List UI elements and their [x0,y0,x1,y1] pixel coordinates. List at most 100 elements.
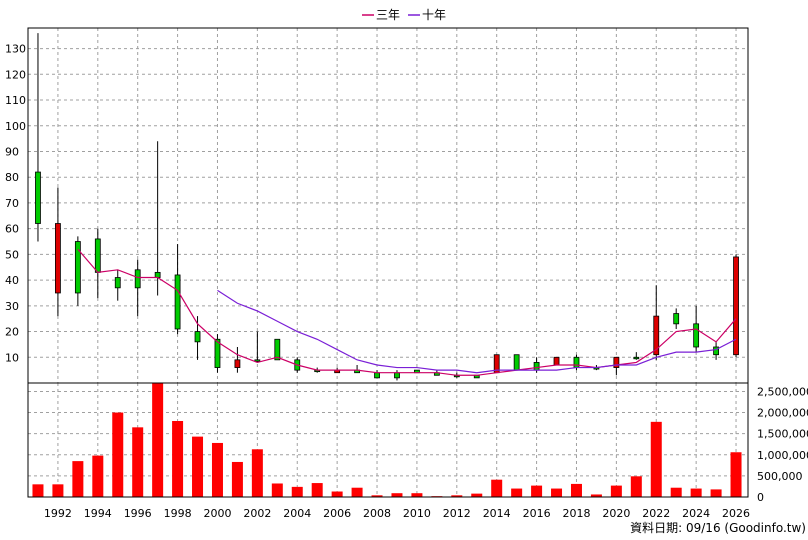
candle [234,346,241,373]
candle-body [114,277,121,289]
candle-body [394,372,400,379]
x-tick-label: 2014 [483,507,511,520]
price-tick-label: 20 [5,326,19,339]
x-tick-label: 2024 [682,507,710,520]
volume-bar [132,427,144,497]
volume-bar [211,442,223,497]
volume-bar [52,484,64,497]
volume-tick-label: 2,000,000 [757,407,808,420]
candle [354,364,360,374]
candle-body [653,315,660,356]
volume-bar [531,485,543,497]
x-tick-label: 2012 [443,507,471,520]
candle-body [533,362,540,371]
candle-body [633,356,640,360]
x-tick-label: 2004 [283,507,311,520]
candle [55,187,61,317]
volume-bar [690,488,702,497]
candle-body [55,223,61,294]
candle-body [174,274,181,330]
x-tick-label: 2002 [243,507,271,520]
ma-line-10y [217,289,737,374]
ma-line-3y [77,248,737,376]
volume-bar [371,495,383,497]
volume-bar [152,383,164,497]
volume-bar [451,495,463,497]
price-tick-label: 120 [5,68,26,81]
price-tick-label: 50 [5,248,19,261]
x-tick-label: 1992 [44,507,72,520]
price-tick-label: 130 [5,43,26,56]
price-tick-label: 80 [5,171,19,184]
volume-bar [670,487,682,497]
candle [35,33,41,242]
candle-body [673,313,680,325]
volume-bar [251,449,263,497]
candle-body [713,346,719,356]
moving-average-lines [77,248,737,376]
candle [174,244,181,335]
candle [633,352,640,360]
volume-tick-label: 500,000 [757,470,803,483]
data-date-footer: 資料日期: 09/16 (Goodinfo.tw) [630,521,806,535]
volume-tick-label: 1,500,000 [757,428,808,441]
x-tick-label: 2026 [722,507,750,520]
volume-bar [630,476,642,497]
volume-plot-frame [27,382,749,498]
candle [673,308,680,329]
volume-bar [72,461,84,497]
x-tick-label: 2008 [363,507,391,520]
price-grid [28,28,748,383]
volume-bar [650,421,662,497]
x-tick-label: 2006 [323,507,351,520]
candles [35,33,739,381]
volume-bar [710,489,722,497]
candle-body [374,372,380,379]
x-tick-label: 1996 [124,507,152,520]
volume-bar [351,487,363,497]
volume-bar [391,493,403,497]
volume-bar [231,461,243,497]
volume-bar [271,483,283,497]
candle [154,141,161,296]
candle [653,285,660,360]
candle-body [94,238,101,273]
x-tick-label: 2010 [403,507,431,520]
price-tick-label: 30 [5,300,19,313]
volume-bar [411,493,423,497]
candle [274,338,281,361]
x-tick-label: 2020 [602,507,630,520]
candle [134,259,141,317]
price-tick-label: 40 [5,274,19,287]
candle-body [194,331,201,343]
candle-body [234,359,241,368]
volume-bar [192,436,204,497]
price-axis: 10 20 30 40 50 60 70 80 90 100 110 120 130 [5,43,26,365]
x-tick-label: 2000 [203,507,231,520]
price-tick-label: 100 [5,120,26,133]
volume-bar [32,484,44,497]
volume-tick-label: 2,500,000 [757,385,808,398]
x-tick-label: 2022 [642,507,670,520]
volume-bar [311,483,323,497]
volume-grid [28,383,748,497]
volume-bar [551,488,563,497]
candle [553,356,560,366]
candle [513,354,520,371]
volume-bar [291,486,303,497]
volume-bar [112,412,124,497]
candle-body [154,271,161,278]
candle-body [513,354,520,371]
volume-bar [172,421,184,497]
candle [713,341,719,360]
volume-bar [610,485,622,497]
candle [114,269,121,301]
candle-body [573,356,580,368]
volume-bar [92,455,104,497]
candle-body [693,323,700,348]
candle-body [134,269,141,289]
candle [374,370,380,379]
price-tick-label: 90 [5,145,19,158]
x-axis: 1992 1994 1996 1998 2000 2002 2004 2006 2008 2010… [44,507,750,520]
legend-label-10y: 十年 [422,8,446,22]
